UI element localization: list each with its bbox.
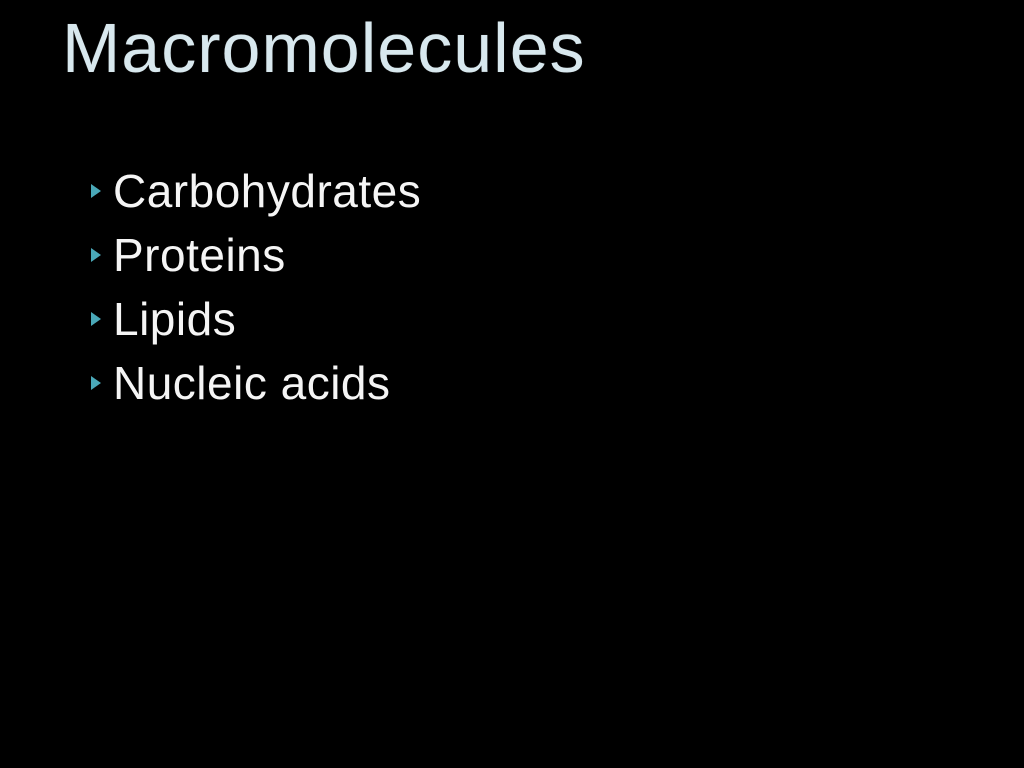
bullet-text: Nucleic acids (113, 356, 391, 410)
list-item: Nucleic acids (85, 356, 1024, 410)
bullet-text: Proteins (113, 228, 286, 282)
slide: Macromolecules Carbohydrates Proteins Li… (0, 0, 1024, 768)
bullet-text: Lipids (113, 292, 236, 346)
list-item: Proteins (85, 228, 1024, 282)
triangle-bullet-icon (85, 310, 107, 328)
slide-title: Macromolecules (0, 0, 1024, 88)
triangle-bullet-icon (85, 374, 107, 392)
triangle-bullet-icon (85, 182, 107, 200)
bullet-text: Carbohydrates (113, 164, 421, 218)
list-item: Carbohydrates (85, 164, 1024, 218)
bullet-list: Carbohydrates Proteins Lipids Nucleic ac… (0, 88, 1024, 410)
list-item: Lipids (85, 292, 1024, 346)
triangle-bullet-icon (85, 246, 107, 264)
